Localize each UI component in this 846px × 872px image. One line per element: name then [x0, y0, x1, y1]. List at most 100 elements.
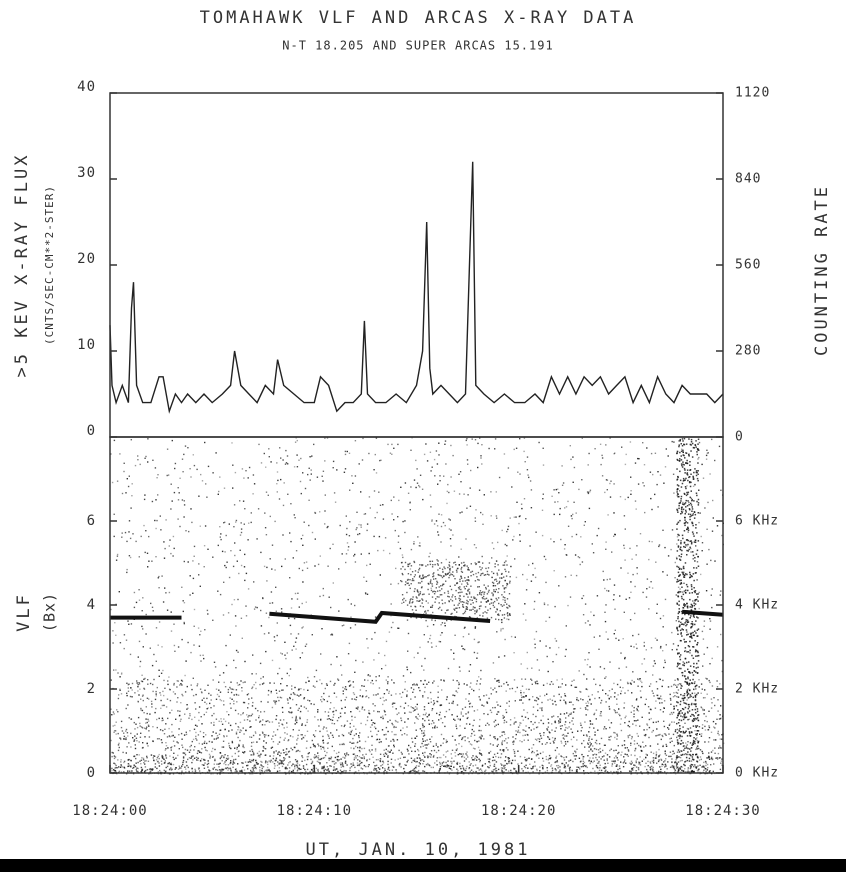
- noise-dot: [501, 764, 502, 765]
- noise-dot: [115, 767, 116, 768]
- noise-dot: [177, 755, 178, 756]
- noise-dot: [171, 763, 172, 764]
- noise-dot: [424, 709, 425, 710]
- noise-dot: [219, 734, 220, 735]
- noise-dot: [496, 518, 497, 519]
- noise-dot: [350, 747, 351, 748]
- noise-dot: [272, 736, 273, 737]
- noise-dot: [640, 533, 641, 534]
- noise-dot: [369, 553, 370, 554]
- noise-dot: [563, 482, 564, 483]
- noise-dot: [701, 736, 702, 737]
- noise-dot: [305, 682, 306, 683]
- noise-dot: [157, 738, 158, 739]
- noise-dot: [620, 567, 621, 568]
- noise-dot: [125, 737, 126, 738]
- noise-dot: [302, 535, 303, 536]
- noise-dot: [224, 729, 225, 730]
- noise-dot: [175, 719, 176, 720]
- noise-dot: [571, 720, 572, 721]
- noise-dot: [443, 754, 444, 755]
- noise-dot: [261, 625, 262, 626]
- noise-dot: [484, 494, 485, 495]
- noise-dot: [142, 710, 143, 711]
- noise-dot: [398, 583, 399, 584]
- noise-dot: [357, 747, 358, 748]
- noise-dot: [454, 491, 455, 492]
- noise-dot: [720, 590, 721, 591]
- noise-dot: [539, 592, 540, 593]
- noise-dot: [466, 444, 467, 445]
- noise-dot: [159, 621, 160, 622]
- noise-dot: [452, 455, 453, 456]
- noise-dot: [684, 748, 685, 749]
- noise-dot: [596, 709, 597, 710]
- noise-dot: [276, 611, 277, 612]
- noise-dot: [561, 742, 562, 743]
- noise-dot: [338, 735, 339, 736]
- noise-dot: [554, 606, 555, 607]
- noise-dot: [329, 708, 330, 709]
- noise-dot: [714, 747, 715, 748]
- noise-dot: [185, 530, 186, 531]
- noise-dot: [521, 504, 522, 505]
- noise-dot: [443, 476, 444, 477]
- noise-dot: [333, 582, 334, 583]
- noise-dot: [665, 599, 666, 600]
- noise-dot: [554, 739, 555, 740]
- noise-dot: [662, 686, 663, 687]
- noise-dot: [712, 685, 713, 686]
- noise-dot: [502, 530, 503, 531]
- noise-dot: [192, 593, 193, 594]
- noise-dot: [144, 689, 145, 690]
- noise-dot: [380, 765, 381, 766]
- noise-dot: [276, 701, 277, 702]
- noise-dot: [165, 592, 166, 593]
- noise-dot: [174, 468, 175, 469]
- noise-dot: [445, 463, 446, 464]
- noise-dot: [273, 751, 274, 752]
- noise-dot: [303, 698, 304, 699]
- noise-dot: [457, 692, 458, 693]
- noise-dot: [270, 516, 271, 517]
- noise-dot: [407, 749, 408, 750]
- noise-dot: [588, 751, 589, 752]
- noise-dot: [152, 691, 153, 692]
- noise-dot: [701, 706, 702, 707]
- noise-dot: [420, 475, 421, 476]
- noise-dot: [610, 481, 611, 482]
- noise-dot: [115, 763, 116, 764]
- noise-dot: [219, 763, 220, 764]
- noise-dot: [457, 716, 458, 717]
- noise-dot: [566, 506, 567, 507]
- noise-dot: [527, 712, 528, 713]
- noise-dot: [115, 669, 116, 670]
- noise-dot: [510, 724, 511, 725]
- noise-dot: [468, 633, 469, 634]
- noise-dot: [176, 686, 177, 687]
- noise-dot: [392, 766, 393, 767]
- noise-dot: [374, 490, 375, 491]
- noise-dot: [576, 755, 577, 756]
- noise-dot: [387, 764, 388, 765]
- noise-dot: [476, 759, 477, 760]
- noise-dot: [673, 492, 674, 493]
- noise-dot: [664, 547, 665, 548]
- noise-dot: [371, 749, 372, 750]
- noise-dot: [651, 731, 652, 732]
- noise-dot: [542, 758, 543, 759]
- noise-dot: [702, 631, 703, 632]
- noise-dot: [465, 538, 466, 539]
- noise-dot: [680, 754, 681, 755]
- noise-dot: [549, 732, 550, 733]
- noise-dot: [139, 683, 140, 684]
- noise-dot: [346, 752, 347, 753]
- noise-dot: [140, 699, 141, 700]
- noise-dot: [330, 732, 331, 733]
- noise-dot: [379, 711, 380, 712]
- noise-dot: [155, 528, 156, 529]
- noise-dot: [493, 757, 494, 758]
- noise-dot: [145, 633, 146, 634]
- noise-dot: [365, 513, 366, 514]
- noise-dot: [522, 574, 523, 575]
